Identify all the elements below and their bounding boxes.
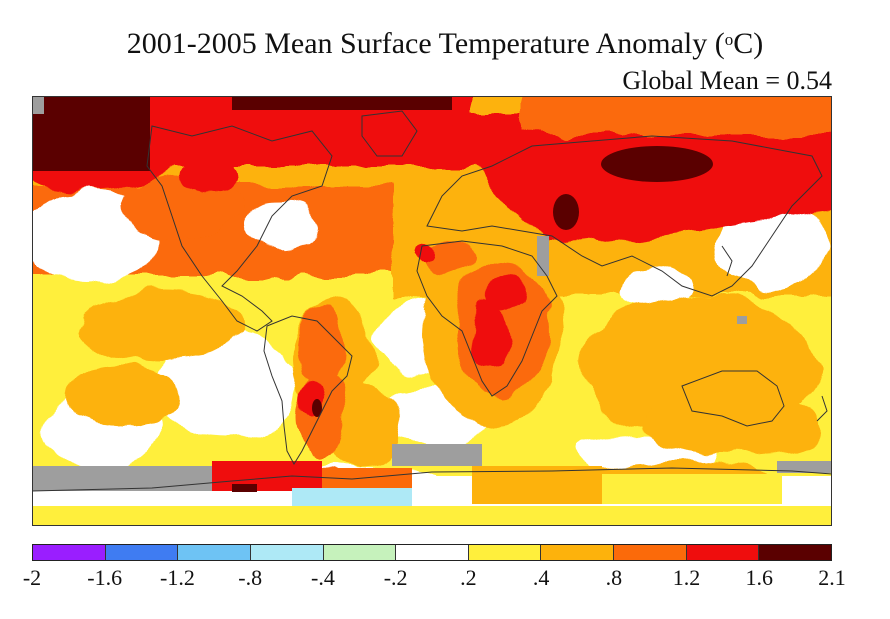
legend-tick-label: .2 <box>460 565 477 590</box>
legend-swatch <box>105 545 179 560</box>
coastline-japan <box>721 245 733 277</box>
legend-tick-labels: -2 -1.6 -1.2 -.8 -.4 -.2 .2 .4 .8 1.2 1.6 2.1 <box>23 565 846 595</box>
legend-swatch <box>759 545 832 560</box>
map-frame <box>32 96 832 526</box>
legend-swatch <box>541 545 615 560</box>
legend-tick-label: 2.1 <box>818 565 846 590</box>
anomaly-region <box>392 444 482 466</box>
anomaly-region <box>232 484 257 492</box>
coastlines <box>32 110 832 492</box>
anomaly-region <box>157 331 297 441</box>
coastline-australia <box>681 370 785 427</box>
legend-swatch <box>250 545 324 560</box>
anomaly-region <box>32 96 44 114</box>
legend-swatch <box>468 545 542 560</box>
coastline-north-america <box>146 125 333 332</box>
coastline-nz <box>816 395 828 422</box>
anomaly-region <box>415 241 439 261</box>
anomaly-region <box>32 466 212 491</box>
anomaly-region <box>232 96 452 110</box>
anomaly-region <box>601 146 713 182</box>
anomaly-region <box>62 366 182 426</box>
anomaly-region <box>32 96 150 171</box>
anomaly-region <box>553 194 579 230</box>
anomaly-region <box>472 466 602 504</box>
anomaly-region <box>489 271 525 311</box>
anomaly-region <box>212 461 322 491</box>
anomaly-region <box>182 156 242 196</box>
legend-tick-label: 1.2 <box>672 565 701 590</box>
legend-tick-label: -.8 <box>238 565 263 590</box>
coastline-antarctica <box>32 467 832 492</box>
legend-tick-label: .8 <box>605 565 623 590</box>
legend-tick-label: 1.6 <box>745 565 774 590</box>
anomaly-map-svg <box>32 96 832 526</box>
legend-tick-label: -.4 <box>310 565 335 590</box>
coastline-eurasia <box>426 135 823 297</box>
anomaly-region <box>777 461 832 473</box>
legend-swatch <box>323 545 397 560</box>
coastline-africa <box>416 240 558 397</box>
title-text: 2001-2005 Mean Surface Temperature Anoma… <box>126 27 725 60</box>
anomaly-region <box>642 396 822 456</box>
legend-swatch <box>396 545 469 560</box>
map-title: 2001-2005 Mean Surface Temperature Anoma… <box>0 26 890 62</box>
legend-tick-label: -2 <box>22 565 42 590</box>
anomaly-region <box>427 236 477 276</box>
anomaly-map <box>32 96 832 526</box>
anomaly-region <box>522 96 832 136</box>
legend-tick-label: -1.2 <box>160 565 195 590</box>
legend-swatch <box>686 545 760 560</box>
legend-swatch <box>178 545 251 560</box>
legend-swatch <box>614 545 687 560</box>
coastline-greenland <box>361 110 418 157</box>
anomaly-region <box>82 291 242 361</box>
anomaly-region <box>472 301 512 371</box>
legend-swatch <box>33 545 106 560</box>
global-mean-label: Global Mean = 0.54 <box>622 66 832 95</box>
legend-colorbar <box>32 544 832 561</box>
coastline-south-america <box>263 315 353 466</box>
anomaly-region <box>32 506 832 526</box>
anomaly-region <box>717 201 827 291</box>
title-unit: C) <box>733 27 764 60</box>
anomaly-region <box>312 399 322 417</box>
legend-tick-label: -1.6 <box>87 565 123 590</box>
legend-tick-label: .4 <box>532 565 550 590</box>
anomaly-region <box>242 201 322 251</box>
degree-symbol: o <box>724 30 734 49</box>
anomaly-region <box>602 474 782 504</box>
anomaly-region <box>297 306 347 386</box>
anomaly-region <box>737 316 747 324</box>
legend-tick-label: -.2 <box>383 565 408 590</box>
